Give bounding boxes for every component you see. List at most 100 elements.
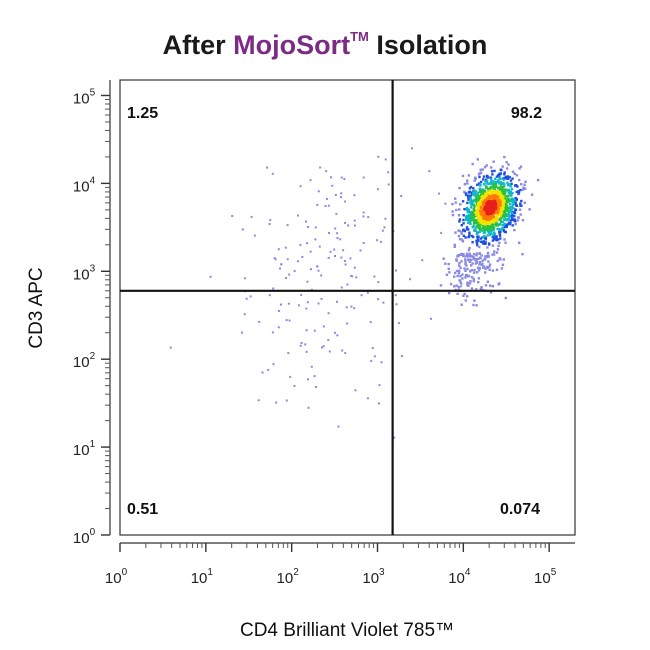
event-dot xyxy=(509,185,512,188)
event-dot xyxy=(340,286,343,289)
event-dot xyxy=(366,291,369,294)
event-dot xyxy=(478,252,482,255)
event-dot xyxy=(505,204,508,208)
event-dot xyxy=(476,183,479,187)
event-dot xyxy=(501,263,505,266)
event-dot xyxy=(469,212,472,215)
x-axis-title: CD4 Brilliant Violet 785™ xyxy=(240,620,454,641)
event-dot xyxy=(522,186,525,189)
event-dot xyxy=(367,216,370,219)
event-dot xyxy=(501,220,504,223)
event-dot xyxy=(479,184,482,187)
event-dot xyxy=(299,243,302,246)
event-dot xyxy=(275,401,278,404)
event-dot xyxy=(319,166,322,169)
event-dot xyxy=(490,232,493,235)
event-dot xyxy=(470,255,473,258)
event-dot xyxy=(453,285,456,288)
event-dot xyxy=(355,276,358,279)
event-dot xyxy=(502,218,506,221)
event-dot xyxy=(484,185,488,188)
event-dot xyxy=(451,210,454,213)
event-dot xyxy=(490,170,494,173)
event-dot xyxy=(513,214,516,218)
event-dot xyxy=(343,260,346,262)
event-dot xyxy=(508,210,511,213)
quadrant-label-bottom-right: 0.074 xyxy=(500,501,540,518)
x-tick-label: 101 xyxy=(191,567,214,587)
x-axis: 100 101 102 103 104 105 xyxy=(105,542,575,587)
event-dot xyxy=(509,202,512,206)
event-dot xyxy=(490,216,494,219)
event-dot xyxy=(309,179,312,182)
event-dot xyxy=(519,213,522,216)
event-dot xyxy=(331,184,334,187)
event-dot xyxy=(486,224,489,227)
event-dot xyxy=(530,193,534,196)
event-dot xyxy=(466,281,469,284)
event-dot xyxy=(507,194,510,198)
title-brand-name: MojoSort xyxy=(233,30,351,60)
event-dot xyxy=(511,216,514,220)
event-dot xyxy=(475,243,479,246)
event-dot xyxy=(470,258,473,262)
event-dot xyxy=(510,182,513,186)
event-dot xyxy=(462,294,465,297)
event-dot xyxy=(279,267,281,270)
event-dot xyxy=(393,436,396,439)
event-dot xyxy=(480,229,484,232)
event-dot xyxy=(475,241,479,244)
event-dot xyxy=(497,244,500,248)
event-dot xyxy=(460,224,463,227)
event-dot xyxy=(491,182,494,185)
y-tick-exponent: 5 xyxy=(90,87,96,98)
event-dot xyxy=(457,285,460,289)
event-dot xyxy=(458,186,461,190)
event-dot xyxy=(494,183,498,187)
event-dot xyxy=(313,329,316,332)
event-dot xyxy=(475,252,479,255)
event-dot xyxy=(169,346,172,349)
event-dot xyxy=(470,234,474,238)
event-dot xyxy=(495,237,498,240)
event-dot xyxy=(495,221,498,225)
event-dot xyxy=(519,188,522,192)
event-dot xyxy=(454,197,457,200)
event-dot xyxy=(467,219,470,222)
event-dot xyxy=(488,265,491,268)
event-dot xyxy=(455,284,458,287)
event-dot xyxy=(495,251,499,254)
event-dot xyxy=(439,284,443,287)
event-dot xyxy=(507,189,510,192)
event-dot xyxy=(503,225,506,229)
event-dot xyxy=(495,175,499,178)
event-dot xyxy=(467,248,471,252)
event-dot xyxy=(481,226,484,229)
event-dot xyxy=(497,283,500,286)
event-dot xyxy=(498,182,501,185)
event-dot xyxy=(330,176,332,179)
event-dot xyxy=(507,221,511,225)
event-dot xyxy=(502,228,505,232)
event-dot xyxy=(458,269,461,272)
event-dot xyxy=(490,191,494,194)
event-dot xyxy=(515,174,519,177)
events-layer xyxy=(169,147,540,439)
y-tick-exponent: 1 xyxy=(90,439,96,450)
event-dot xyxy=(464,255,467,258)
event-dot xyxy=(460,231,463,234)
event-dot xyxy=(520,183,523,186)
event-dot xyxy=(287,302,290,305)
event-dot xyxy=(481,259,484,262)
event-dot xyxy=(513,228,516,232)
event-dot xyxy=(272,363,275,366)
event-dot xyxy=(209,275,212,278)
event-dot xyxy=(444,262,447,265)
event-dot xyxy=(473,203,476,207)
event-dot xyxy=(515,190,518,194)
event-dot xyxy=(445,273,449,276)
event-dot xyxy=(461,200,465,203)
event-dot xyxy=(481,266,485,269)
event-dot xyxy=(488,206,492,209)
